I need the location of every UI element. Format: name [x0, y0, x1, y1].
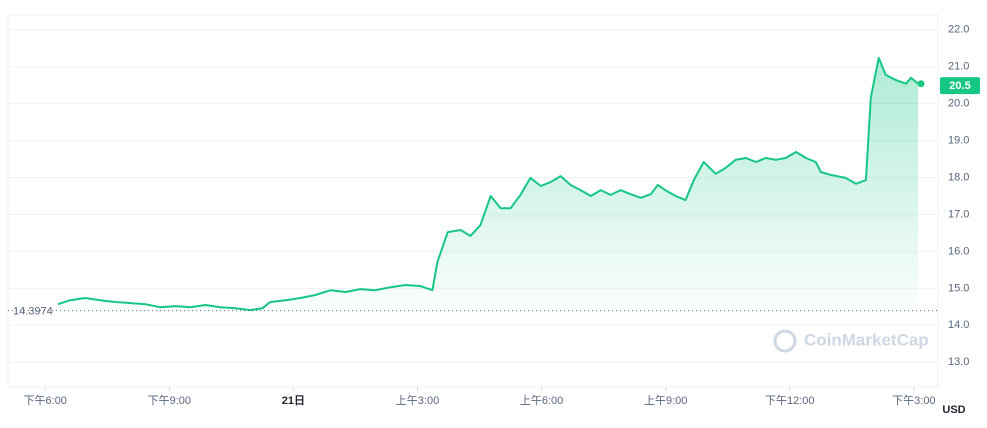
price-line [57, 56, 919, 312]
reference-label: 14.3974 [13, 306, 53, 318]
y-tick-label: 14.0 [948, 319, 969, 331]
x-tick-label: 上午3:00 [396, 394, 439, 407]
plot-frame [7, 14, 939, 388]
current-price-label: 20.5 [949, 80, 970, 92]
x-tick-label: 下午9:00 [148, 394, 191, 407]
y-tick-label: 20.0 [948, 98, 969, 110]
y-tick-label: 13.0 [948, 356, 969, 368]
x-tick-label: 下午12:00 [765, 394, 815, 407]
y-tick-label: 17.0 [948, 208, 969, 220]
area [58, 57, 918, 311]
y-tick-label: 15.0 [948, 282, 969, 294]
plot [8, 56, 940, 312]
x-tick-label: 上午9:00 [644, 394, 687, 407]
y-tick-label: 16.0 [948, 245, 969, 257]
current-price-badge [940, 77, 980, 95]
y-tick-label: 18.0 [948, 171, 969, 183]
y-tick-label: 21.0 [948, 61, 969, 73]
y-tick-label: 19.0 [948, 134, 969, 146]
x-tick-label: 下午3:00 [892, 394, 935, 407]
x-tick-label: 上午6:00 [520, 394, 563, 407]
x-tick-label: 下午6:00 [24, 394, 67, 407]
x-tick-label: 21日 [282, 394, 305, 407]
y-tick-label: 22.0 [948, 24, 969, 36]
watermark-logo [773, 329, 797, 353]
y-axis-label: USD [942, 404, 965, 416]
watermark: CoinMarketCap [804, 330, 929, 349]
current-dot [917, 80, 925, 88]
